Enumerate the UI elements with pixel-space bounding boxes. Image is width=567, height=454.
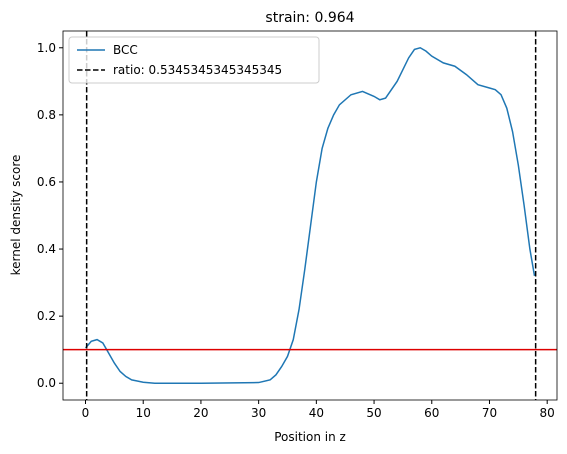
- x-tick-label: 80: [540, 406, 555, 420]
- y-tick-label: 0.4: [37, 242, 56, 256]
- y-tick-label: 0.0: [37, 376, 56, 390]
- legend-box: [68, 36, 320, 84]
- y-tick-label: 0.6: [37, 175, 56, 189]
- x-tick-label: 20: [193, 406, 208, 420]
- x-tick-label: 50: [366, 406, 381, 420]
- y-tick-label: 1.0: [37, 41, 56, 55]
- x-axis-label: Position in z: [274, 430, 346, 444]
- y-tick-label: 0.8: [37, 108, 56, 122]
- y-axis-label: kernel density score: [9, 155, 23, 276]
- chart-title: strain: 0.964: [265, 10, 354, 26]
- x-tick-label: 70: [482, 406, 497, 420]
- x-tick-label: 0: [82, 406, 90, 420]
- legend-label: ratio: 0.5345345345345345: [113, 63, 282, 77]
- legend-label: BCC: [113, 43, 138, 57]
- x-tick-label: 30: [251, 406, 266, 420]
- plot-frame: [62, 30, 558, 401]
- x-tick-label: 40: [309, 406, 324, 420]
- y-tick-label: 0.2: [37, 309, 56, 323]
- x-tick-label: 10: [136, 406, 151, 420]
- x-tick-label: 60: [424, 406, 439, 420]
- line-series: [84, 46, 536, 384]
